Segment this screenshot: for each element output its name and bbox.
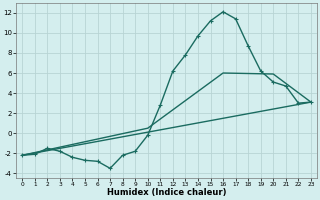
X-axis label: Humidex (Indice chaleur): Humidex (Indice chaleur)	[107, 188, 226, 197]
